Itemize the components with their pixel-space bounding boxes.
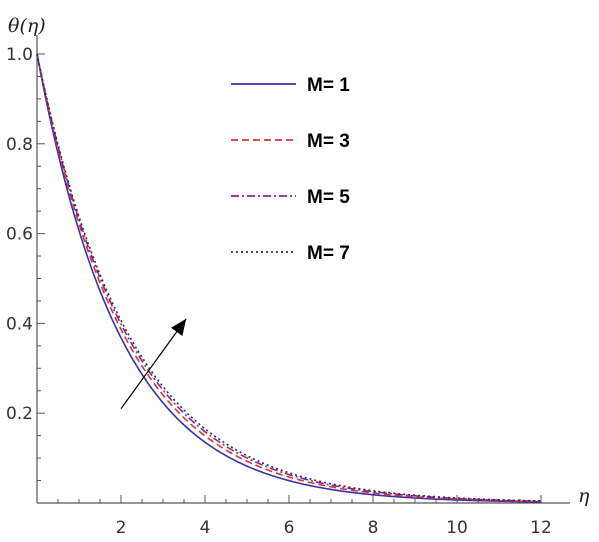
- axes: [36, 35, 570, 504]
- x-axis-title: η: [578, 485, 590, 507]
- series-line: [36, 53, 542, 502]
- x-tick-label: 10: [446, 518, 468, 538]
- annotation: [120, 318, 187, 410]
- series-line: [36, 53, 542, 503]
- y-tick-label: 0.4: [6, 314, 33, 334]
- series-lines: [36, 53, 542, 503]
- arrow-shaft: [120, 318, 187, 410]
- y-tick-label: 0.2: [6, 404, 33, 424]
- ticks: 2 4 6 8 10 12 0.2 0.4 0.6 0.8 1.0: [6, 45, 552, 538]
- x-tick-label: 2: [116, 518, 127, 538]
- y-axis-title: θ(η): [8, 15, 46, 37]
- x-tick-label: 4: [200, 518, 211, 538]
- y-tick-label: 1.0: [6, 45, 33, 65]
- series-line: [36, 53, 542, 502]
- legend: M= 1 M= 3 M= 5 M= 7: [231, 75, 350, 264]
- x-tick-label: 6: [284, 518, 295, 538]
- series-line: [36, 53, 542, 503]
- arrow-head: [171, 318, 187, 336]
- legend-label: M= 3: [307, 131, 350, 152]
- legend-label: M= 7: [307, 243, 350, 264]
- x-tick-label: 8: [368, 518, 379, 538]
- legend-label: M= 5: [307, 187, 350, 208]
- x-tick-label: 12: [530, 518, 552, 538]
- legend-label: M= 1: [307, 75, 350, 96]
- y-tick-label: 0.6: [6, 225, 33, 245]
- y-tick-label: 0.8: [6, 135, 33, 155]
